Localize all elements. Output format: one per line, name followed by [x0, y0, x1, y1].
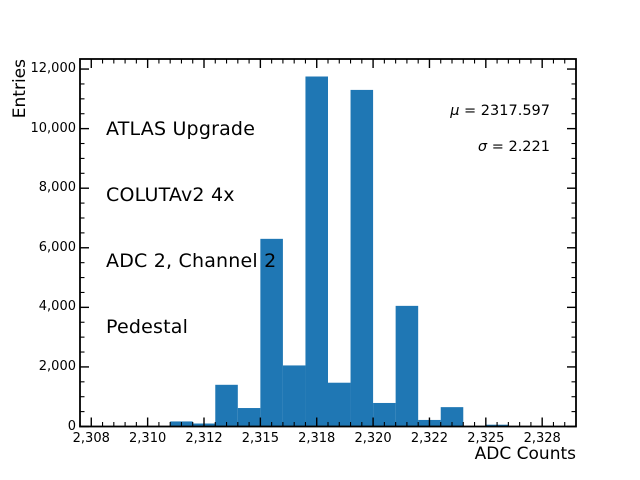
x-axis-tick-label: 2,310	[129, 431, 167, 446]
histogram-bar	[282, 365, 306, 427]
histogram-bar	[350, 89, 374, 427]
histogram-bar	[395, 305, 419, 427]
mu-symbol: μ	[450, 103, 460, 119]
y-axis-tick-label: 10,000	[30, 120, 77, 136]
histogram-bar	[373, 402, 396, 427]
x-axis-tick-label: 2,328	[523, 431, 561, 446]
annotation-block: ATLAS Upgrade COLUTAv2 4x ADC 2, Channel…	[106, 74, 276, 382]
x-axis-tick-label: 2,318	[298, 431, 336, 446]
histogram-bar	[328, 382, 351, 427]
mu-stat: μ = 2317.597	[450, 103, 550, 120]
annotation-line: ADC 2, Channel 2	[106, 250, 277, 272]
annotation-line: ATLAS Upgrade	[106, 118, 256, 140]
y-axis-tick-label: 6,000	[38, 239, 76, 255]
sigma-value: = 2.221	[487, 139, 550, 155]
histogram-bar	[305, 76, 328, 427]
annotation-line: Pedestal	[106, 316, 189, 338]
histogram-bar	[440, 407, 464, 427]
y-axis-tick-label: 8,000	[38, 180, 76, 196]
x-axis-tick-label: 2,312	[185, 431, 223, 446]
y-axis-tick-label: 12,000	[30, 61, 77, 77]
x-axis-tick-label: 2,320	[354, 431, 392, 446]
x-axis-tick-label: 2,308	[72, 431, 110, 446]
x-axis-tick-label: 2,315	[241, 431, 279, 446]
histogram-bar	[215, 384, 238, 427]
y-axis-tick-label: 4,000	[38, 299, 76, 315]
mu-value: = 2317.597	[459, 103, 550, 119]
annotation-line: COLUTAv2 4x	[106, 184, 235, 206]
x-axis-tick-label: 2,322	[410, 431, 449, 446]
sigma-stat: σ = 2.221	[478, 139, 550, 156]
y-axis-tick-label: 2,000	[38, 358, 76, 374]
histogram-bar	[237, 408, 261, 427]
y-axis-tick-label: 0	[67, 418, 76, 434]
x-axis-title: ADC Counts	[474, 444, 576, 464]
x-axis-tick-label: 2,325	[467, 431, 505, 446]
histogram-bar	[260, 238, 283, 427]
sigma-symbol: σ	[477, 139, 488, 155]
